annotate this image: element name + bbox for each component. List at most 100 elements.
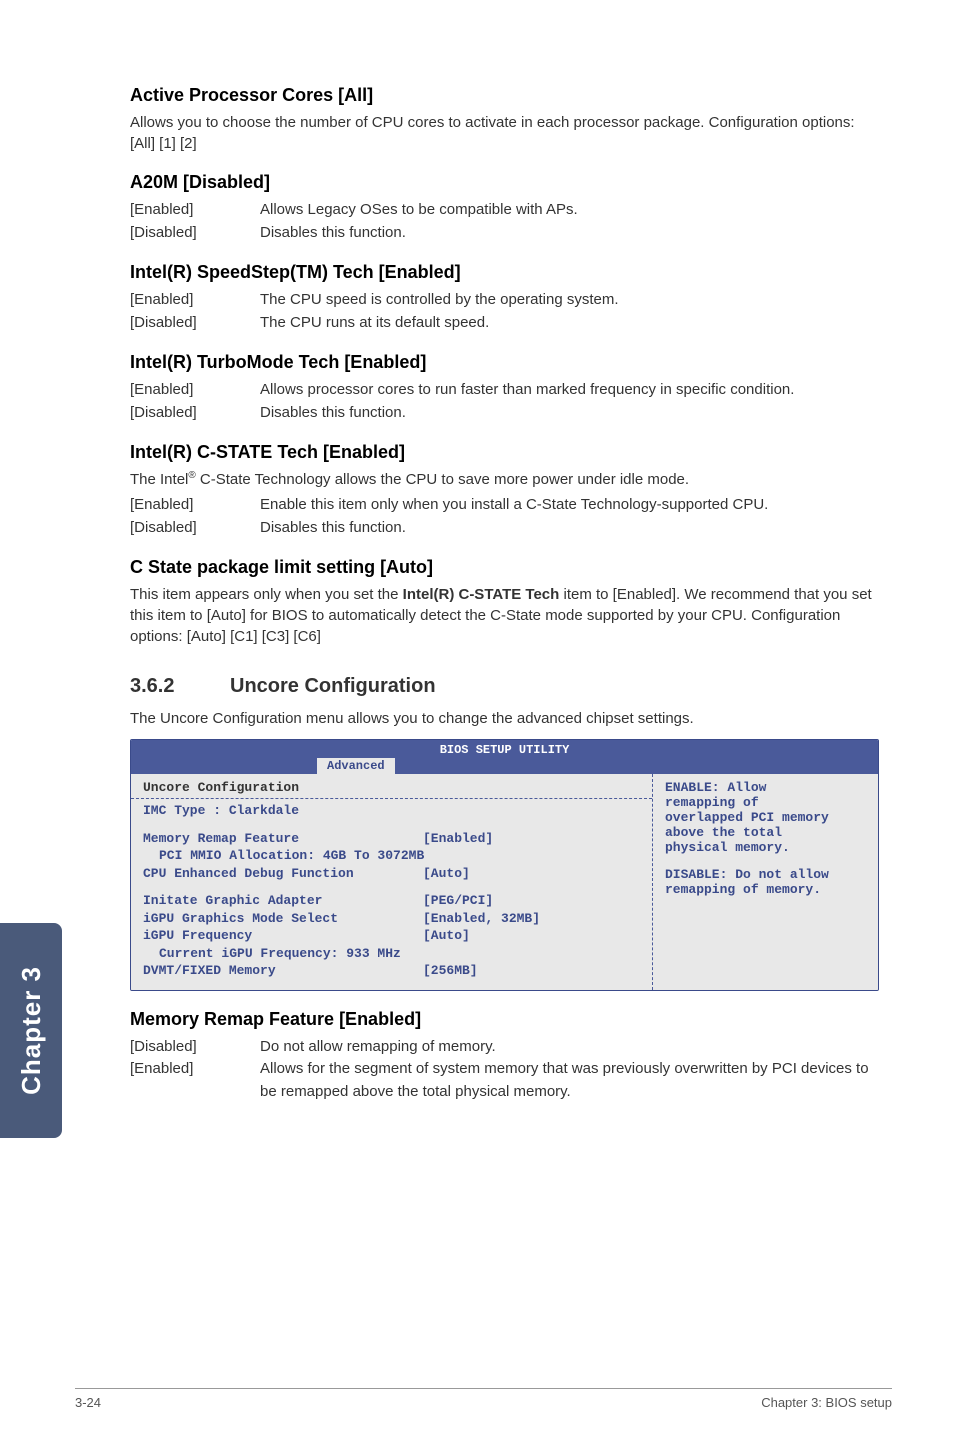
divider [131,798,652,799]
option-row: [Enabled] Enable this item only when you… [130,494,879,517]
option-desc: Do not allow remapping of memory. [260,1036,879,1059]
page-content: Active Processor Cores [All] Allows you … [0,0,954,1137]
bios-section-title: Uncore Configuration [143,780,640,795]
bios-help-line: remapping of [665,795,866,810]
body-uncore: The Uncore Configuration menu allows you… [130,708,879,729]
option-row: [Disabled] Disables this function. [130,222,879,245]
bios-text: PCI MMIO Allocation: 4GB To 3072MB [159,847,424,865]
option-label: [Enabled] [130,494,260,517]
option-label: [Disabled] [130,312,260,335]
option-row: [Disabled] The CPU runs at its default s… [130,312,879,335]
body-cstate-intro: The Intel® C-State Technology allows the… [130,469,879,490]
bios-label: DVMT/FIXED Memory [143,962,423,980]
option-desc: Disables this function. [260,222,879,245]
bios-help-line: remapping of memory. [665,882,866,897]
bios-value: [Auto] [423,927,470,945]
footer-chapter: Chapter 3: BIOS setup [761,1395,892,1410]
sidebar-chapter-label: Chapter 3 [16,966,47,1095]
body-cstate-limit: This item appears only when you set the … [130,584,879,647]
options-speedstep: [Enabled] The CPU speed is controlled by… [130,289,879,334]
bios-label: Memory Remap Feature [143,830,423,848]
bios-line: CPU Enhanced Debug Function [Auto] [143,865,640,883]
option-desc: The CPU speed is controlled by the opera… [260,289,879,312]
page-footer: 3-24 Chapter 3: BIOS setup [75,1388,892,1410]
option-label: [Disabled] [130,402,260,425]
bios-text: Current iGPU Frequency: 933 MHz [159,945,401,963]
options-turbomode: [Enabled] Allows processor cores to run … [130,379,879,424]
bios-help-line: ENABLE: Allow [665,780,866,795]
option-desc: Disables this function. [260,517,879,540]
option-label: [Disabled] [130,1036,260,1059]
page-number: 3-24 [75,1395,101,1410]
heading-cstate-limit: C State package limit setting [Auto] [130,557,879,578]
option-desc: The CPU runs at its default speed. [260,312,879,335]
options-memory-remap: [Disabled] Do not allow remapping of mem… [130,1036,879,1104]
registered-symbol: ® [188,470,195,481]
text-fragment: The Intel [130,471,188,488]
bios-value: [Enabled, 32MB] [423,910,540,928]
bios-value: [Enabled] [423,830,493,848]
bios-tab-bar: Advanced [131,758,878,774]
bios-label: iGPU Frequency [143,927,423,945]
option-desc: Disables this function. [260,402,879,425]
body-active-cores: Allows you to choose the number of CPU c… [130,112,879,154]
option-row: [Enabled] The CPU speed is controlled by… [130,289,879,312]
heading-active-cores: Active Processor Cores [All] [130,85,879,106]
option-desc: Enable this item only when you install a… [260,494,879,517]
bios-value: IMC Type : Clarkdale [143,802,423,820]
option-desc: Allows Legacy OSes to be compatible with… [260,199,879,222]
option-label: [Enabled] [130,289,260,312]
heading-memory-remap: Memory Remap Feature [Enabled] [130,1009,879,1030]
bios-line: IMC Type : Clarkdale [143,802,640,820]
option-label: [Disabled] [130,517,260,540]
option-label: [Disabled] [130,222,260,245]
bios-value: [256MB] [423,962,478,980]
option-label: [Enabled] [130,379,260,402]
bios-line: iGPU Frequency [Auto] [143,927,640,945]
options-a20m: [Enabled] Allows Legacy OSes to be compa… [130,199,879,244]
bios-body: Uncore Configuration IMC Type : Clarkdal… [131,774,878,990]
heading-cstate: Intel(R) C-STATE Tech [Enabled] [130,442,879,463]
option-row: [Disabled] Disables this function. [130,402,879,425]
bios-label: CPU Enhanced Debug Function [143,865,423,883]
heading-speedstep: Intel(R) SpeedStep(TM) Tech [Enabled] [130,262,879,283]
option-row: [Enabled] Allows for the segment of syst… [130,1058,879,1103]
bios-left-pane: Uncore Configuration IMC Type : Clarkdal… [131,774,653,990]
option-row: [Enabled] Allows Legacy OSes to be compa… [130,199,879,222]
bios-title: BIOS SETUP UTILITY [131,742,878,758]
section-heading-uncore: 3.6.2 Uncore Configuration [130,675,879,698]
bios-subline: PCI MMIO Allocation: 4GB To 3072MB [143,847,640,865]
option-desc: Allows for the segment of system memory … [260,1058,879,1103]
bios-help-line: overlapped PCI memory [665,810,866,825]
bios-tab-advanced: Advanced [317,758,395,774]
bios-value: [PEG/PCI] [423,892,493,910]
option-desc: Allows processor cores to run faster tha… [260,379,879,402]
bios-label: iGPU Graphics Mode Select [143,910,423,928]
option-label: [Enabled] [130,199,260,222]
options-cstate: [Enabled] Enable this item only when you… [130,494,879,539]
section-number: 3.6.2 [130,675,230,698]
bios-subline: Current iGPU Frequency: 933 MHz [143,945,640,963]
bios-line: DVMT/FIXED Memory [256MB] [143,962,640,980]
bios-help-line: physical memory. [665,840,866,855]
option-row: [Enabled] Allows processor cores to run … [130,379,879,402]
bios-help-line: DISABLE: Do not allow [665,867,866,882]
option-row: [Disabled] Do not allow remapping of mem… [130,1036,879,1059]
bios-line: iGPU Graphics Mode Select [Enabled, 32MB… [143,910,640,928]
bold-text: Intel(R) C-STATE Tech [403,586,560,603]
bios-help-line: above the total [665,825,866,840]
heading-a20m: A20M [Disabled] [130,172,879,193]
bios-setup-screenshot: BIOS SETUP UTILITY Advanced Uncore Confi… [130,739,879,991]
option-row: [Disabled] Disables this function. [130,517,879,540]
option-label: [Enabled] [130,1058,260,1103]
heading-turbomode: Intel(R) TurboMode Tech [Enabled] [130,352,879,373]
bios-label: Initate Graphic Adapter [143,892,423,910]
text-fragment: C-State Technology allows the CPU to sav… [196,471,689,488]
bios-right-pane: ENABLE: Allow remapping of overlapped PC… [653,774,878,990]
bios-value: [Auto] [423,865,470,883]
bios-line: Initate Graphic Adapter [PEG/PCI] [143,892,640,910]
bios-line: Memory Remap Feature [Enabled] [143,830,640,848]
sidebar-chapter-tab: Chapter 3 [0,923,62,1138]
section-title: Uncore Configuration [230,675,436,698]
bios-header: BIOS SETUP UTILITY Advanced [131,740,878,774]
